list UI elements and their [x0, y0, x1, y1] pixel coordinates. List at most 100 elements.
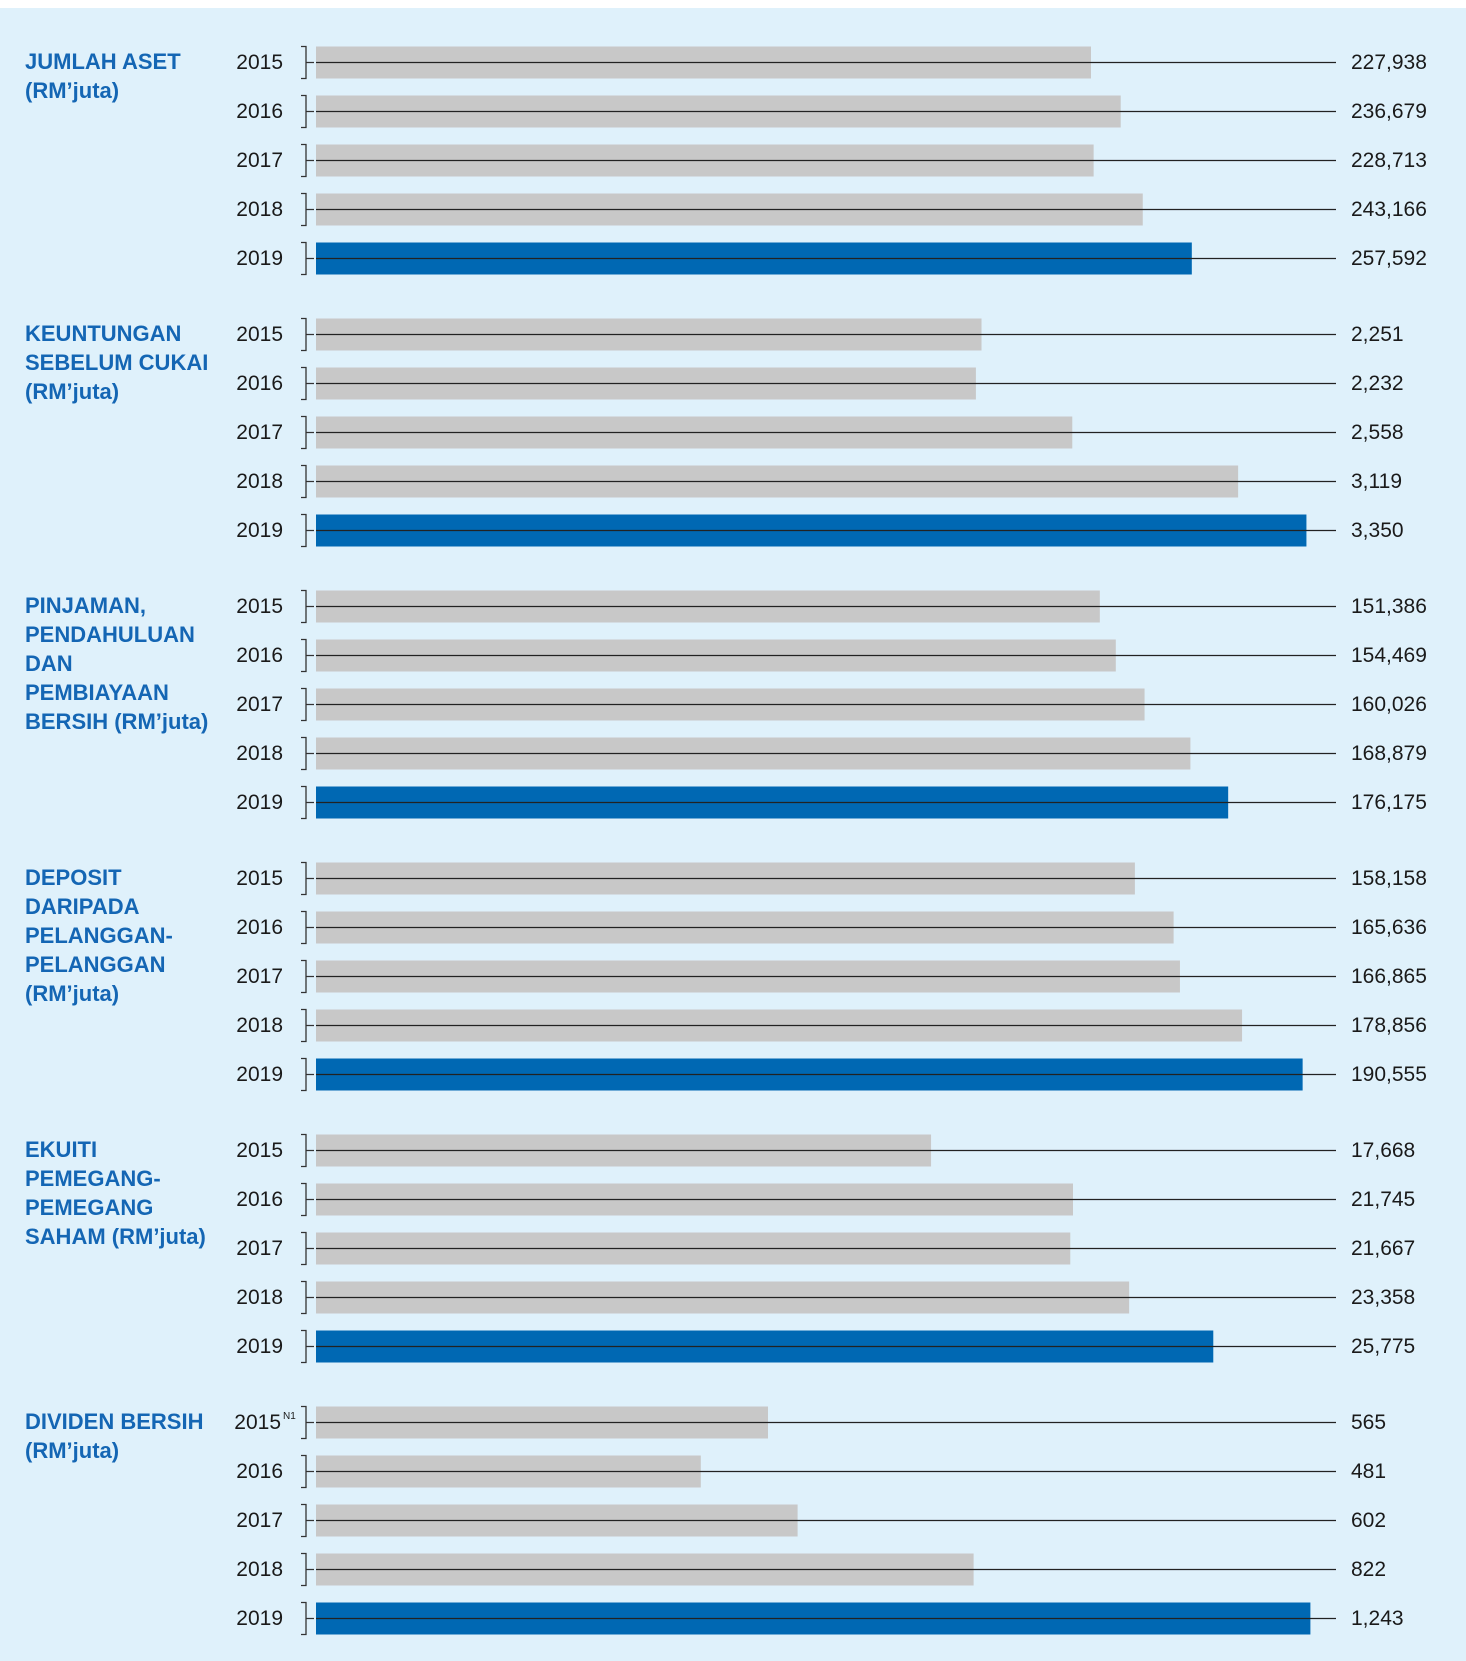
- value-label: 481: [1351, 1460, 1386, 1483]
- bracket: [301, 959, 314, 994]
- year-label: 2018: [236, 1286, 283, 1309]
- value-label: 168,879: [1351, 742, 1427, 765]
- year-label: 2018: [236, 470, 283, 493]
- year-label: 2019: [236, 1335, 283, 1358]
- year-label: 2019: [236, 1607, 283, 1630]
- bracket: [301, 736, 314, 771]
- bracket: [301, 910, 314, 945]
- value-label: 17,668: [1351, 1139, 1415, 1162]
- bracket: [301, 1057, 314, 1092]
- value-label: 154,469: [1351, 644, 1427, 667]
- year-label: 2019: [236, 247, 283, 270]
- year-label: 2018: [236, 742, 283, 765]
- year-label: 2017: [236, 1237, 283, 1260]
- value-label: 23,358: [1351, 1286, 1415, 1309]
- value-label: 3,119: [1351, 470, 1402, 493]
- year-label: 2019: [236, 519, 283, 542]
- bracket: [301, 94, 314, 129]
- value-label: 21,745: [1351, 1188, 1415, 1211]
- year-label: 2015: [236, 1139, 283, 1162]
- year-label: 2016: [236, 1460, 283, 1483]
- bracket: [301, 1231, 314, 1266]
- bracket: [301, 589, 314, 624]
- value-label: 565: [1351, 1411, 1386, 1434]
- value-label: 160,026: [1351, 693, 1427, 716]
- year-label: 2017: [236, 693, 283, 716]
- footnote-mark: N1: [283, 1411, 296, 1422]
- value-label: 176,175: [1351, 791, 1427, 814]
- bracket: [301, 1008, 314, 1043]
- bracket: [301, 1552, 314, 1587]
- group-title: JUMLAH ASET (RM’juta): [25, 48, 181, 103]
- bracket: [301, 241, 314, 276]
- bracket: [301, 192, 314, 227]
- value-label: 158,158: [1351, 867, 1427, 890]
- year-label: 2017: [236, 149, 283, 172]
- bracket: [301, 513, 314, 548]
- bracket: [301, 143, 314, 178]
- group-title: DIVIDEN BERSIH (RM’juta): [25, 1408, 204, 1463]
- value-label: 2,251: [1351, 323, 1404, 346]
- year-label: 2015: [234, 1411, 281, 1434]
- value-label: 257,592: [1351, 247, 1427, 270]
- group-title: KEUNTUNGAN SEBELUM CUKAI (RM’juta): [25, 320, 209, 404]
- year-label: 2016: [236, 1188, 283, 1211]
- year-label: 2016: [236, 644, 283, 667]
- value-label: 165,636: [1351, 916, 1427, 939]
- year-label: 2016: [236, 372, 283, 395]
- year-label: 2016: [236, 100, 283, 123]
- bracket: [301, 1329, 314, 1364]
- group-title: PINJAMAN, PENDAHULUAN DAN PEMBIAYAAN BER…: [25, 592, 209, 734]
- value-label: 2,232: [1351, 372, 1404, 395]
- group-title: EKUITI PEMEGANG-PEMEGANG SAHAM (RM’juta): [25, 1136, 206, 1249]
- bracket: [301, 1182, 314, 1217]
- year-label: 2017: [236, 1509, 283, 1532]
- value-label: 166,865: [1351, 965, 1427, 988]
- bracket: [301, 1133, 314, 1168]
- value-label: 1,243: [1351, 1607, 1404, 1630]
- value-label: 227,938: [1351, 51, 1427, 74]
- value-label: 822: [1351, 1558, 1386, 1581]
- bracket: [301, 1601, 314, 1636]
- value-label: 21,667: [1351, 1237, 1415, 1260]
- year-label: 2016: [236, 916, 283, 939]
- bracket: [301, 317, 314, 352]
- bracket: [301, 785, 314, 820]
- value-label: 602: [1351, 1509, 1386, 1532]
- year-label: 2015: [236, 51, 283, 74]
- bracket: [301, 415, 314, 450]
- value-label: 25,775: [1351, 1335, 1415, 1358]
- bracket: [301, 1454, 314, 1489]
- panel: [0, 8, 1466, 1661]
- bracket: [301, 687, 314, 722]
- year-label: 2019: [236, 1063, 283, 1086]
- value-label: 178,856: [1351, 1014, 1427, 1037]
- bracket: [301, 861, 314, 896]
- year-label: 2018: [236, 1558, 283, 1581]
- value-label: 228,713: [1351, 149, 1427, 172]
- bracket: [301, 366, 314, 401]
- value-label: 190,555: [1351, 1063, 1427, 1086]
- year-label: 2015: [236, 595, 283, 618]
- bracket: [301, 1503, 314, 1538]
- year-label: 2019: [236, 791, 283, 814]
- year-label: 2018: [236, 198, 283, 221]
- bracket: [301, 1280, 314, 1315]
- year-label: 2015: [236, 867, 283, 890]
- value-label: 151,386: [1351, 595, 1427, 618]
- year-label: 2017: [236, 965, 283, 988]
- year-label: 2017: [236, 421, 283, 444]
- bracket: [301, 464, 314, 499]
- value-label: 3,350: [1351, 519, 1404, 542]
- value-label: 236,679: [1351, 100, 1427, 123]
- year-label: 2015: [236, 323, 283, 346]
- group-title: DEPOSIT DARIPADA PELANGGAN-PELANGGAN (RM…: [25, 864, 173, 1006]
- bracket: [301, 638, 314, 673]
- value-label: 2,558: [1351, 421, 1404, 444]
- bracket: [301, 1405, 314, 1440]
- year-label: 2018: [236, 1014, 283, 1037]
- value-label: 243,166: [1351, 198, 1427, 221]
- bracket: [301, 45, 314, 80]
